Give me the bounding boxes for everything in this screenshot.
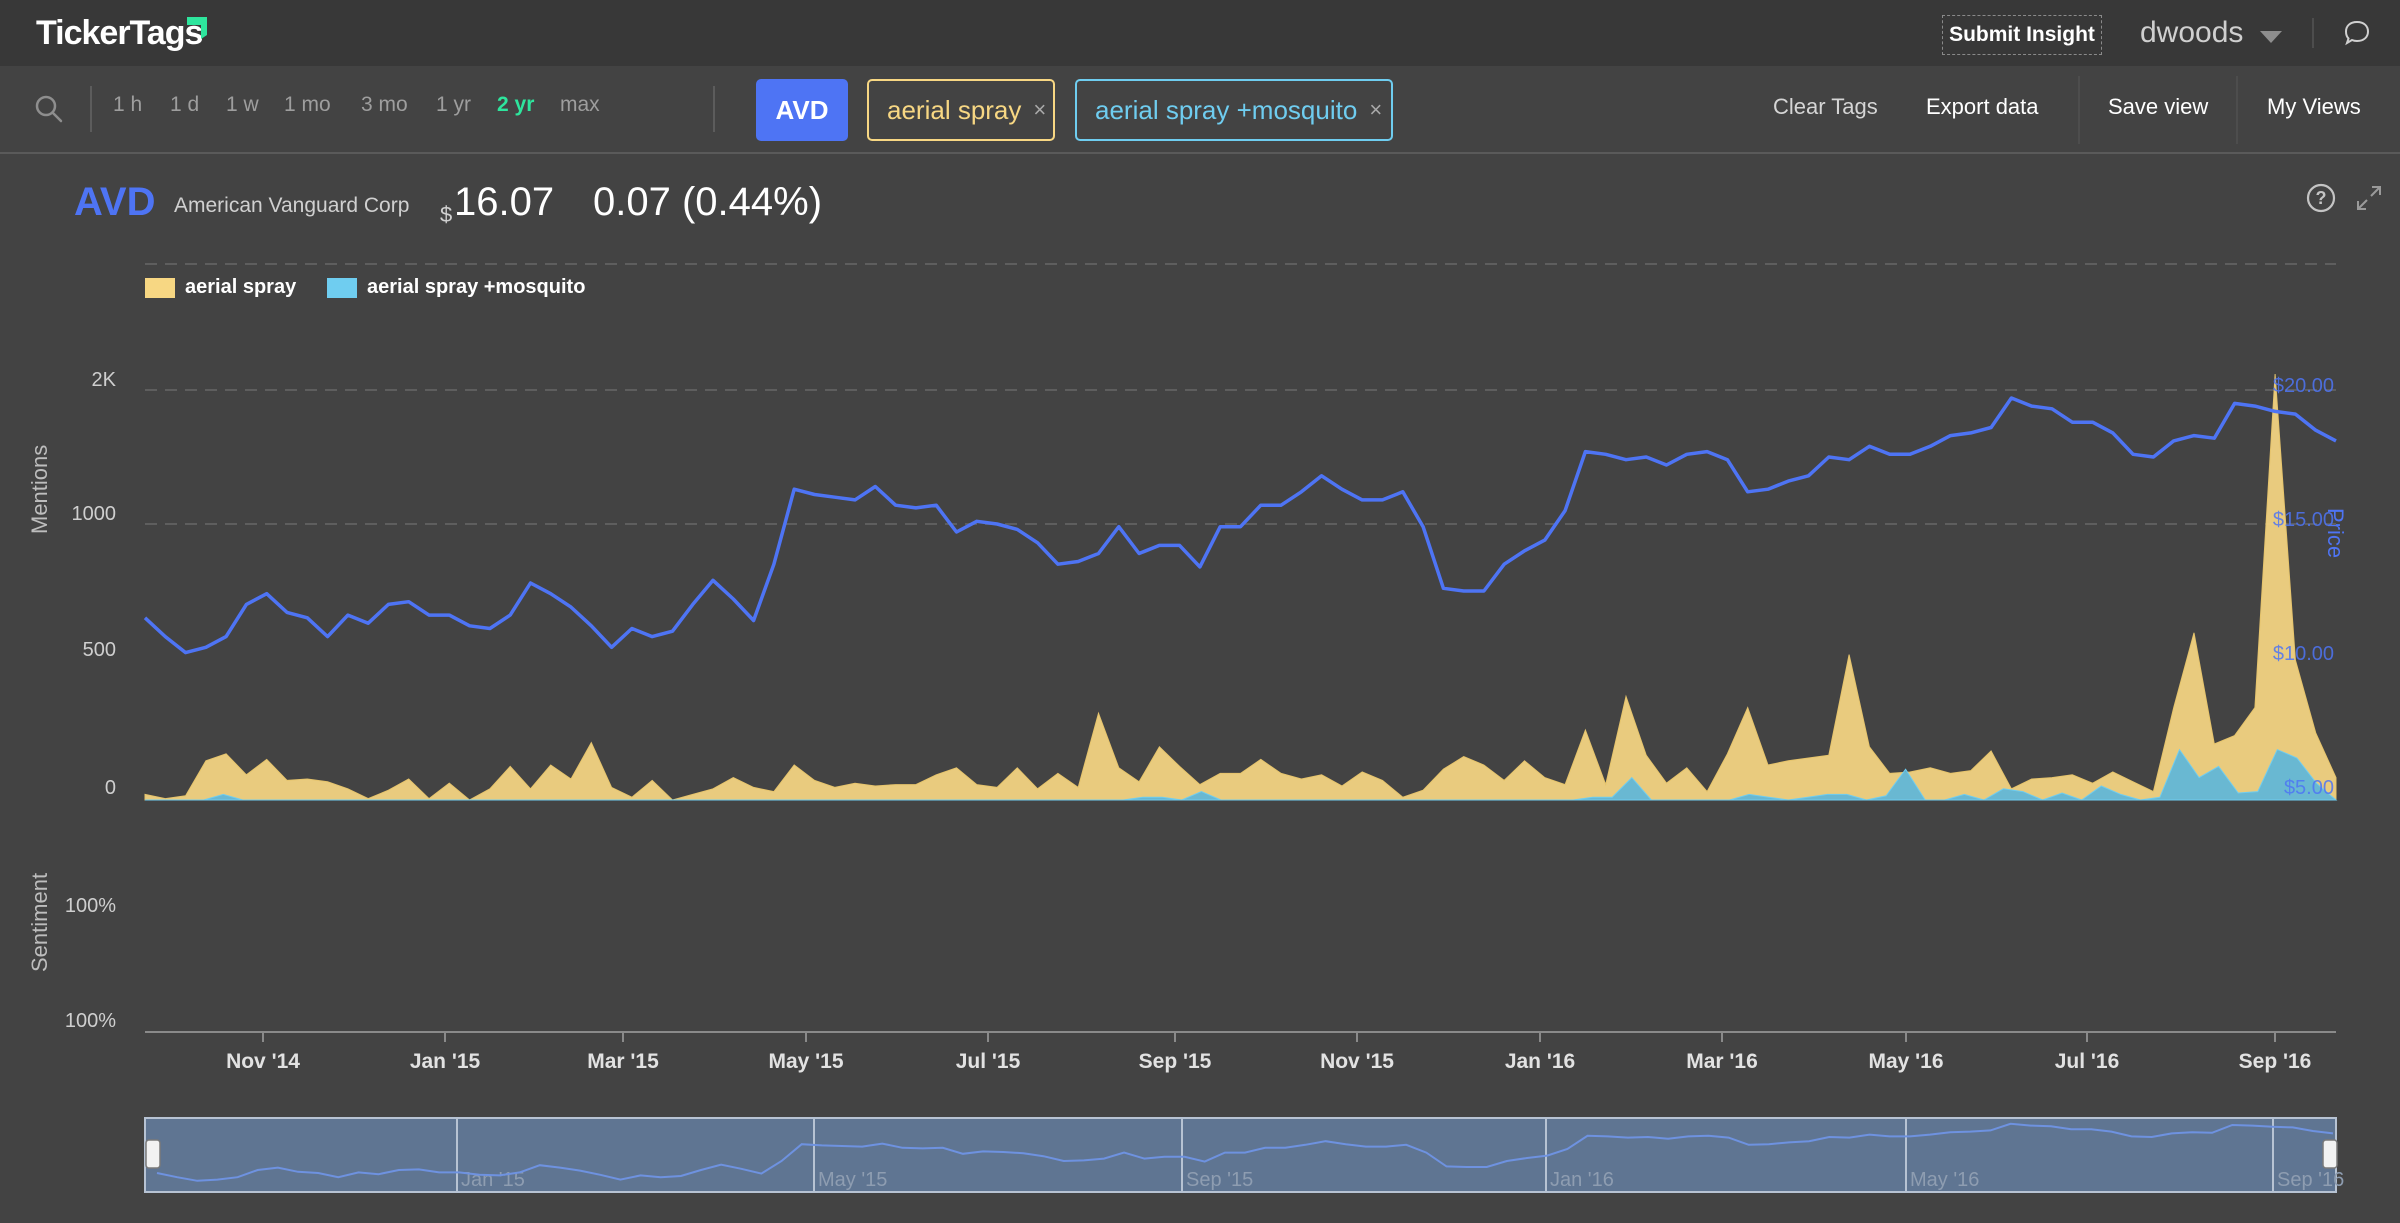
close-icon[interactable]: × [1369, 97, 1383, 122]
export-data-button[interactable]: Export data [1926, 94, 2039, 119]
navigator-handle [145, 1139, 161, 1169]
submit-insight-button[interactable]: Submit Insight [1942, 15, 2102, 55]
search-icon[interactable] [34, 94, 64, 124]
tag-chip-label: aerial spray [887, 94, 1022, 125]
help-icon[interactable]: ? [2305, 182, 2337, 214]
tag-chip-aerial-spray-mosquito[interactable]: aerial spray +mosquito × [1075, 79, 1393, 141]
x-tick-label: Sep '15 [1139, 1050, 1212, 1073]
range-1h[interactable]: 1 h [113, 93, 143, 116]
series-aerial-spray-area [144, 373, 2337, 801]
x-tick-label: Mar '15 [587, 1050, 659, 1073]
tag-chip-label: AVD [775, 94, 829, 125]
series-price-line [143, 396, 2337, 655]
navigator-tick-label: Jan '16 [1550, 1169, 1614, 1191]
series-aerial-spray-mosquito-area [145, 748, 2338, 801]
user-menu[interactable]: dwoods [2140, 16, 2244, 49]
toolbar: 1 h 1 d 1 w 1 mo 3 mo 1 yr 2 yr max AVD … [0, 66, 2400, 154]
navigator-tick-label: May '15 [818, 1169, 887, 1191]
divider [2312, 18, 2314, 48]
price-tick-label: $20.00 [2273, 375, 2334, 397]
x-tick-label: Jul '15 [956, 1050, 1021, 1073]
y-tick-label: 1000 [72, 503, 117, 525]
x-tick-label: Jan '15 [410, 1050, 481, 1073]
price-tick-label: $5.00 [2284, 777, 2334, 799]
legend-swatch [327, 277, 357, 298]
logo-flag-icon [187, 17, 207, 39]
expand-icon[interactable] [2355, 184, 2383, 212]
navigator-price-line [156, 1122, 2334, 1182]
navigator-tick-label: Sep '16 [2277, 1169, 2344, 1191]
logo[interactable]: TickerTags [36, 14, 203, 52]
range-3mo[interactable]: 3 mo [361, 93, 408, 116]
range-max[interactable]: max [560, 93, 600, 116]
divider [713, 86, 715, 132]
divider [2236, 76, 2238, 144]
range-2yr[interactable]: 2 yr [497, 93, 535, 116]
clear-tags-button[interactable]: Clear Tags [1773, 94, 1878, 119]
close-icon[interactable]: × [1033, 97, 1047, 122]
divider [90, 86, 92, 132]
currency-symbol: $ [440, 202, 453, 227]
x-tick-label: Mar '16 [1686, 1050, 1758, 1073]
x-tick-label: Sep '16 [2239, 1050, 2312, 1073]
chevron-down-icon[interactable] [2260, 31, 2282, 43]
navigator-tick-label: May '16 [1910, 1169, 1979, 1191]
stock-header: AVD American Vanguard Corp $ 16.07 0.07 … [0, 154, 2400, 244]
tag-chip-avd[interactable]: AVD [756, 79, 848, 141]
divider [2078, 76, 2080, 144]
tag-chip-label: aerial spray +mosquito [1095, 94, 1358, 125]
top-bar: TickerTags Submit Insight dwoods [0, 0, 2400, 66]
legend-label: aerial spray [185, 276, 297, 298]
sentiment-tick-label: 100% [65, 895, 116, 917]
x-tick-label: May '16 [1868, 1050, 1943, 1073]
stock-price: 16.07 [454, 180, 555, 224]
my-views-button[interactable]: My Views [2267, 94, 2361, 119]
range-1w[interactable]: 1 w [226, 93, 259, 116]
x-tick-label: May '15 [768, 1050, 843, 1073]
x-tick-label: Jan '16 [1505, 1050, 1575, 1073]
y-tick-label: 500 [83, 639, 116, 661]
legend-item-aerial-spray[interactable]: aerial spray [145, 276, 296, 299]
chat-icon[interactable] [2344, 20, 2370, 46]
price-tick-label: $10.00 [2273, 643, 2334, 665]
x-tick-label: Nov '15 [1320, 1050, 1394, 1073]
navigator-handle [2322, 1139, 2338, 1169]
tag-chip-aerial-spray[interactable]: aerial spray × [867, 79, 1055, 141]
legend-label: aerial spray +mosquito [367, 276, 586, 298]
sentiment-tick-label: 100% [65, 1010, 116, 1032]
x-tick-label: Nov '14 [226, 1050, 300, 1073]
price-change: 0.07 (0.44%) [593, 180, 823, 224]
x-tick-label: Jul '16 [2055, 1050, 2120, 1073]
legend-swatch [145, 277, 175, 298]
range-1yr[interactable]: 1 yr [436, 93, 472, 116]
navigator-tick-label: Sep '15 [1186, 1169, 1253, 1191]
y-tick-label: 2K [92, 369, 117, 391]
legend-item-aerial-spray-mosquito[interactable]: aerial spray +mosquito [327, 276, 585, 299]
save-view-button[interactable]: Save view [2108, 94, 2209, 119]
ticker-symbol: AVD [74, 180, 156, 224]
range-1mo[interactable]: 1 mo [284, 93, 331, 116]
range-1d[interactable]: 1 d [170, 93, 200, 116]
company-name: American Vanguard Corp [174, 194, 410, 217]
y-tick-label: 0 [105, 777, 116, 799]
price-tick-label: $15.00 [2273, 509, 2334, 531]
svg-text:?: ? [2316, 188, 2327, 208]
